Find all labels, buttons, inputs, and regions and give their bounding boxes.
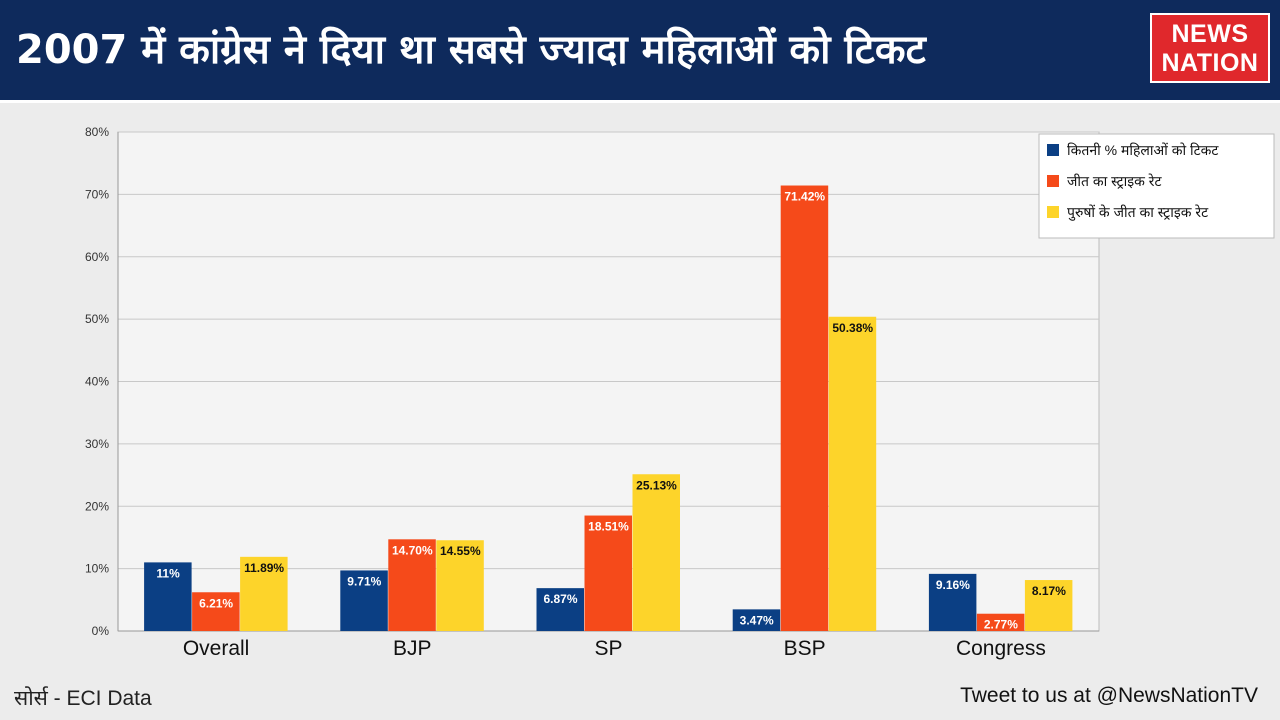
data-label: 3.47% bbox=[740, 613, 774, 627]
data-label: 8.17% bbox=[1032, 584, 1066, 598]
tweet-handle[interactable]: Tweet to us at @NewsNationTV bbox=[960, 684, 1258, 707]
x-category-label: Overall bbox=[183, 637, 250, 660]
bar bbox=[632, 474, 680, 631]
bar bbox=[780, 185, 829, 631]
data-label: 11% bbox=[156, 566, 180, 580]
data-label: 6.87% bbox=[543, 592, 577, 606]
x-category-label: BSP bbox=[784, 637, 826, 660]
data-label: 71.42% bbox=[784, 190, 825, 204]
legend-swatch bbox=[1047, 175, 1059, 187]
data-label: 14.70% bbox=[392, 543, 433, 557]
chart-area: 0% 10% 20% 30% 40% 50% 60% 70% 80% 11% 6.21% 11.89%… bbox=[0, 103, 1280, 678]
bar bbox=[536, 588, 584, 631]
bar bbox=[584, 515, 632, 631]
y-tick-label: 0% bbox=[92, 624, 110, 638]
x-category-label: Congress bbox=[956, 637, 1046, 660]
y-tick-label: 70% bbox=[85, 187, 109, 201]
source-note: सोर्स - ECI Data bbox=[14, 687, 152, 710]
legend-label: जीत का स्ट्राइक रेट bbox=[1067, 173, 1163, 189]
bar bbox=[732, 609, 781, 631]
legend-label: कितनी % महिलाओं को टिकट bbox=[1067, 142, 1219, 158]
bar bbox=[144, 562, 192, 631]
y-tick-label: 20% bbox=[85, 499, 109, 513]
legend-label: पुरुषों के जीत का स्ट्राइक रेट bbox=[1067, 204, 1209, 221]
logo-line-1: NEWS bbox=[1171, 20, 1249, 48]
logo-line-2: NATION bbox=[1161, 49, 1259, 77]
y-tick-label: 60% bbox=[85, 250, 109, 264]
y-tick-label: 30% bbox=[85, 437, 109, 451]
data-label: 50.38% bbox=[832, 321, 873, 335]
y-tick-label: 50% bbox=[85, 312, 109, 326]
y-tick-label: 10% bbox=[85, 562, 109, 576]
data-label: 2.77% bbox=[984, 618, 1018, 632]
bar bbox=[928, 573, 977, 631]
data-label: 11.89% bbox=[244, 561, 284, 575]
bar bbox=[340, 570, 388, 631]
bar-chart: 0% 10% 20% 30% 40% 50% 60% 70% 80% 11% 6.21% 11.89%… bbox=[85, 125, 1275, 660]
data-label: 9.71% bbox=[347, 574, 381, 588]
y-tick-label: 40% bbox=[85, 375, 109, 389]
data-label: 25.13% bbox=[636, 478, 677, 492]
data-label: 14.55% bbox=[440, 544, 481, 558]
bar bbox=[976, 613, 1025, 631]
x-category-label: BJP bbox=[393, 637, 432, 660]
page-title: 2007 में कांग्रेस ने दिया था सबसे ज्यादा… bbox=[16, 27, 926, 73]
bar bbox=[436, 540, 484, 631]
legend-swatch bbox=[1047, 206, 1059, 218]
bar bbox=[1024, 580, 1073, 631]
bar bbox=[828, 316, 877, 631]
x-category-label: SP bbox=[594, 637, 622, 660]
bar bbox=[388, 539, 436, 631]
news-nation-logo[interactable]: NEWS NATION bbox=[1150, 13, 1270, 83]
data-label: 18.51% bbox=[588, 520, 629, 534]
header-bar: 2007 में कांग्रेस ने दिया था सबसे ज्यादा… bbox=[0, 0, 1280, 103]
legend-swatch bbox=[1047, 144, 1059, 156]
y-tick-label: 80% bbox=[85, 125, 109, 139]
bar bbox=[240, 556, 288, 631]
legend-box bbox=[1038, 133, 1275, 239]
bar bbox=[192, 592, 240, 631]
data-label: 6.21% bbox=[199, 596, 233, 610]
data-label: 9.16% bbox=[936, 578, 970, 592]
